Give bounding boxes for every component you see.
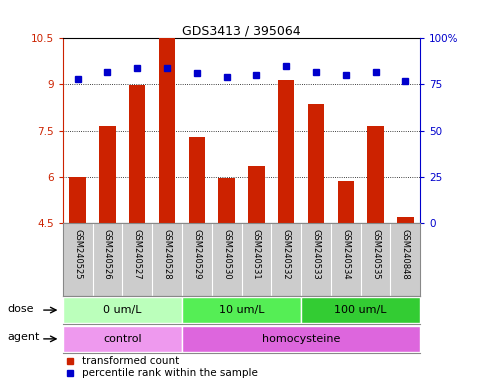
Text: GSM240525: GSM240525 [73,228,82,279]
Text: dose: dose [8,304,34,314]
Text: GSM240533: GSM240533 [312,228,320,279]
Text: GSM240531: GSM240531 [252,228,261,279]
Bar [218,178,235,223]
Bar [129,85,145,223]
Bar [278,80,294,223]
Bar [63,297,182,323]
Text: homocysteine: homocysteine [262,334,340,344]
Text: GSM240527: GSM240527 [133,228,142,279]
Text: GSM240528: GSM240528 [163,228,171,279]
Text: GSM240848: GSM240848 [401,228,410,279]
Bar [182,326,420,352]
Text: percentile rank within the sample: percentile rank within the sample [83,367,258,377]
Title: GDS3413 / 395064: GDS3413 / 395064 [182,24,301,37]
Bar [63,326,182,352]
Bar [99,126,115,223]
Text: 0 um/L: 0 um/L [103,305,142,315]
Text: GSM240529: GSM240529 [192,228,201,279]
Bar [189,137,205,223]
Bar [308,104,324,223]
Text: 100 um/L: 100 um/L [334,305,387,315]
Text: GSM240526: GSM240526 [103,228,112,279]
Text: GSM240534: GSM240534 [341,228,350,279]
Text: GSM240530: GSM240530 [222,228,231,279]
Bar [397,217,413,223]
Bar [182,297,301,323]
Bar [248,166,265,223]
Text: GSM240532: GSM240532 [282,228,291,279]
Bar [301,297,420,323]
Bar [70,177,86,223]
Bar [159,38,175,223]
Text: agent: agent [8,333,40,343]
Text: control: control [103,334,142,344]
Bar [368,126,384,223]
Bar [338,181,354,223]
Text: transformed count: transformed count [83,356,180,366]
Text: GSM240535: GSM240535 [371,228,380,279]
Text: 10 um/L: 10 um/L [219,305,264,315]
